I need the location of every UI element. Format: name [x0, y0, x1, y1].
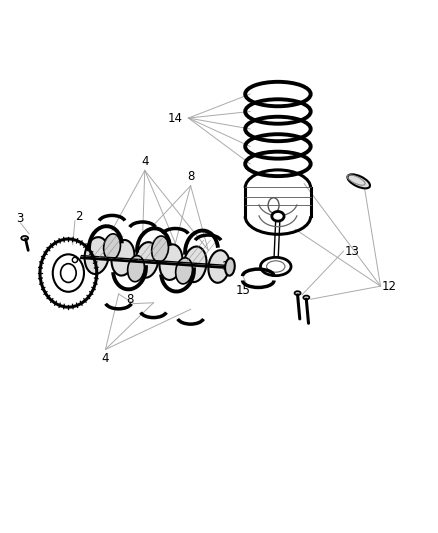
- Text: 4: 4: [141, 155, 148, 168]
- Text: 3: 3: [17, 212, 24, 225]
- Ellipse shape: [21, 236, 28, 240]
- Ellipse shape: [152, 236, 169, 262]
- Ellipse shape: [303, 295, 309, 300]
- Ellipse shape: [159, 244, 183, 280]
- Ellipse shape: [184, 247, 206, 282]
- Ellipse shape: [347, 174, 370, 188]
- Ellipse shape: [135, 242, 159, 278]
- Ellipse shape: [208, 250, 230, 283]
- Text: 8: 8: [126, 293, 133, 306]
- Text: 12: 12: [382, 280, 397, 293]
- Text: 4: 4: [102, 352, 109, 365]
- Ellipse shape: [111, 240, 134, 276]
- Text: 13: 13: [345, 245, 360, 258]
- Ellipse shape: [294, 291, 300, 295]
- Ellipse shape: [272, 212, 284, 221]
- Ellipse shape: [176, 258, 192, 284]
- Ellipse shape: [127, 256, 145, 282]
- Text: 2: 2: [75, 210, 83, 223]
- Text: 1: 1: [222, 260, 230, 273]
- Text: 15: 15: [236, 284, 251, 297]
- Ellipse shape: [261, 257, 291, 276]
- Text: 8: 8: [187, 171, 194, 183]
- Ellipse shape: [104, 234, 120, 260]
- Text: 14: 14: [168, 111, 183, 125]
- Ellipse shape: [85, 237, 109, 274]
- Ellipse shape: [225, 258, 235, 276]
